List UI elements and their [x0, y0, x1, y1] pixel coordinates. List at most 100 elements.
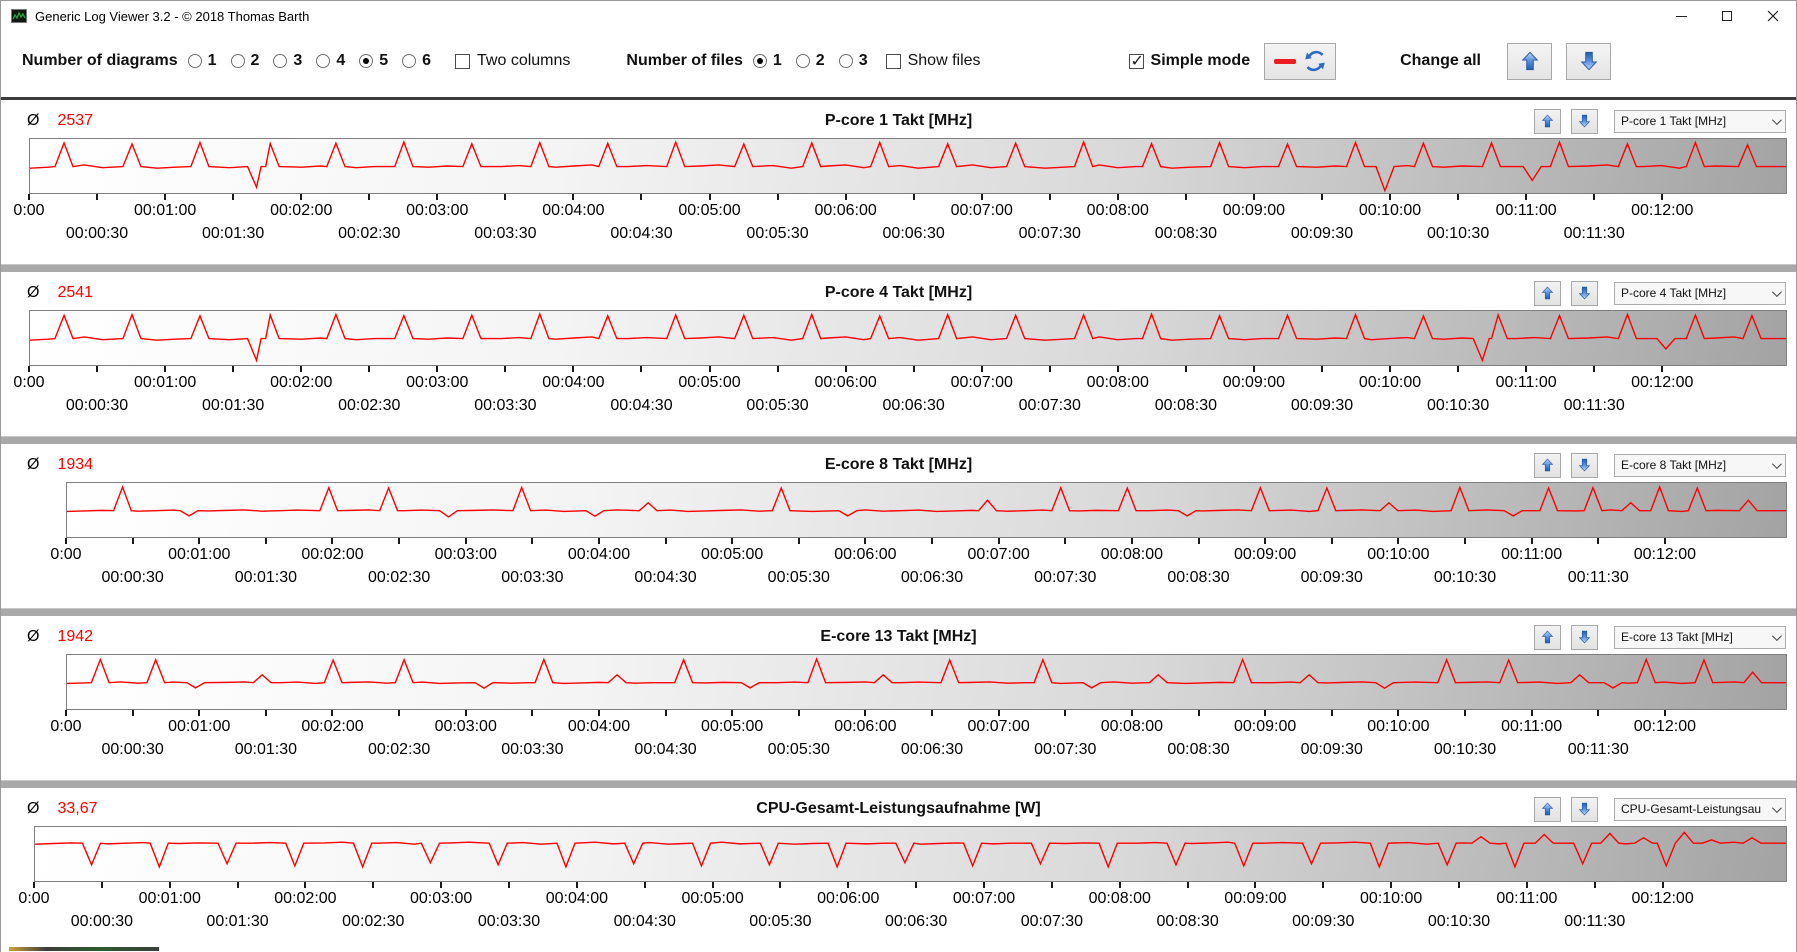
- signal-select-value: E-core 13 Takt [MHz]: [1621, 630, 1733, 644]
- time-label: 00:04:30: [610, 225, 673, 242]
- change-all-up-button[interactable]: [1507, 42, 1552, 80]
- panel-header: Ø 1942 E-core 13 Takt [MHz] E-core 13 Ta…: [1, 623, 1796, 651]
- files-radio-1[interactable]: 1: [752, 52, 782, 70]
- simple-mode-checkbox[interactable]: Simple mode: [1128, 51, 1250, 71]
- time-label: 00:11:30: [1567, 741, 1629, 758]
- time-label: 0:00: [18, 890, 50, 907]
- files-radio-group: 1 2 3: [752, 52, 882, 70]
- panel-title: E-core 8 Takt [MHz]: [824, 456, 973, 473]
- average-symbol: Ø: [27, 800, 40, 817]
- signal-down-button[interactable]: [1571, 796, 1598, 822]
- diagrams-radio-3[interactable]: 3: [273, 52, 302, 70]
- time-label: 00:06:30: [900, 569, 964, 586]
- time-label: 00:07:30: [1018, 397, 1081, 414]
- signal-up-button[interactable]: [1534, 108, 1561, 134]
- up-arrow-icon: [1541, 630, 1554, 644]
- maximize-button[interactable]: [1704, 1, 1750, 31]
- chart-plot[interactable]: 2000: [66, 482, 1787, 538]
- close-button[interactable]: [1750, 1, 1796, 31]
- time-label: 00:01:00: [133, 374, 197, 391]
- panel-controls: E-core 8 Takt [MHz]: [1534, 452, 1786, 478]
- time-label: 00:05:00: [678, 202, 741, 219]
- down-arrow-icon: [1578, 114, 1591, 128]
- signal-select[interactable]: E-core 8 Takt [MHz]: [1614, 453, 1786, 477]
- time-label: 00:01:30: [234, 569, 297, 586]
- signal-select[interactable]: E-core 13 Takt [MHz]: [1614, 625, 1786, 649]
- signal-up-button[interactable]: [1534, 624, 1561, 650]
- time-label: 00:12:00: [1633, 546, 1696, 563]
- time-label: 00:09:30: [1290, 225, 1354, 242]
- time-label: 00:02:00: [301, 546, 364, 563]
- time-label: 00:12:00: [1633, 718, 1696, 735]
- diagrams-radio-2[interactable]: 2: [230, 52, 259, 70]
- app-logo-icon: [11, 9, 27, 23]
- signal-down-button[interactable]: [1571, 108, 1598, 134]
- radio-label: 1: [207, 52, 217, 69]
- radio-icon: [273, 54, 288, 68]
- chart-plot[interactable]: [29, 310, 1787, 366]
- time-label: 0:00: [50, 718, 82, 735]
- time-label: 00:09:30: [1300, 741, 1363, 758]
- time-label: 00:06:00: [817, 890, 880, 907]
- files-radio-2[interactable]: 2: [795, 52, 825, 70]
- checkbox-icon: [455, 53, 471, 69]
- average-readout: Ø 2541: [27, 284, 93, 302]
- time-label: 00:04:30: [634, 569, 697, 586]
- data-line: [67, 487, 1786, 517]
- time-label: 00:04:00: [542, 202, 605, 219]
- diagrams-radio-4[interactable]: 4: [316, 52, 345, 70]
- two-columns-checkbox[interactable]: Two columns: [455, 52, 570, 70]
- x-axis-ticks: [33, 882, 1787, 889]
- x-axis-labels-row2: 00:00:30 00:01:30 00:02:30 00:03:30 00:04:30…: [29, 224, 1787, 247]
- show-files-label: Show files: [907, 52, 981, 69]
- chart-plot[interactable]: 2000: [66, 654, 1787, 710]
- radio-label: 2: [815, 52, 825, 69]
- show-files-checkbox[interactable]: Show files: [885, 52, 981, 70]
- panel-controls: CPU-Gesamt-Leistungsau: [1534, 796, 1786, 822]
- signal-up-button[interactable]: [1534, 452, 1561, 478]
- time-label: 00:04:30: [610, 397, 673, 414]
- time-label: 00:04:00: [545, 890, 608, 907]
- signal-select[interactable]: P-core 4 Takt [MHz]: [1614, 281, 1786, 305]
- chart-plot[interactable]: 50: [34, 826, 1787, 882]
- signal-select[interactable]: CPU-Gesamt-Leistungsau: [1614, 797, 1786, 821]
- time-label: 00:10:30: [1426, 225, 1490, 242]
- time-label: 00:01:30: [202, 225, 265, 242]
- radio-icon: [316, 54, 331, 68]
- minimize-button[interactable]: [1658, 1, 1704, 31]
- files-radio-3[interactable]: 3: [838, 52, 868, 70]
- time-label: 00:07:30: [1034, 741, 1097, 758]
- signal-up-button[interactable]: [1534, 796, 1561, 822]
- diagrams-radio-6[interactable]: 6: [402, 52, 431, 70]
- time-label: 00:07:00: [952, 890, 1016, 907]
- radio-icon: [795, 54, 810, 68]
- average-value: 2537: [57, 112, 94, 129]
- radio-label: 4: [336, 52, 346, 69]
- panel-controls: P-core 4 Takt [MHz]: [1534, 280, 1786, 306]
- signal-down-button[interactable]: [1571, 452, 1598, 478]
- diagrams-radio-5[interactable]: 5: [359, 52, 388, 70]
- time-label: 00:09:30: [1300, 569, 1363, 586]
- time-label: 00:08:30: [1167, 741, 1230, 758]
- average-readout: Ø 1942: [27, 628, 93, 646]
- time-label: 00:07:30: [1018, 225, 1081, 242]
- time-label: 00:04:00: [567, 546, 631, 563]
- time-label: 00:01:00: [168, 718, 231, 735]
- change-all-down-button[interactable]: [1566, 42, 1611, 80]
- average-symbol: Ø: [27, 456, 40, 473]
- time-label: 00:11:00: [1501, 546, 1563, 563]
- panel-header: Ø 33,67 CPU-Gesamt-Leistungsaufnahme [W]…: [1, 795, 1796, 823]
- chart-svg: [67, 655, 1786, 709]
- diagrams-radio-group: 1 2 3 4 5 6: [187, 52, 445, 70]
- radio-icon: [359, 54, 374, 68]
- signal-down-button[interactable]: [1571, 624, 1598, 650]
- x-axis-ticks: [28, 194, 1787, 201]
- redraw-button[interactable]: [1264, 42, 1337, 80]
- time-label: 00:09:30: [1290, 397, 1354, 414]
- signal-select[interactable]: P-core 1 Takt [MHz]: [1614, 109, 1786, 133]
- signal-down-button[interactable]: [1571, 280, 1598, 306]
- diagrams-radio-1[interactable]: 1: [187, 52, 217, 70]
- time-label: 00:10:00: [1367, 718, 1430, 735]
- chart-plot[interactable]: [29, 138, 1787, 194]
- signal-up-button[interactable]: [1534, 280, 1561, 306]
